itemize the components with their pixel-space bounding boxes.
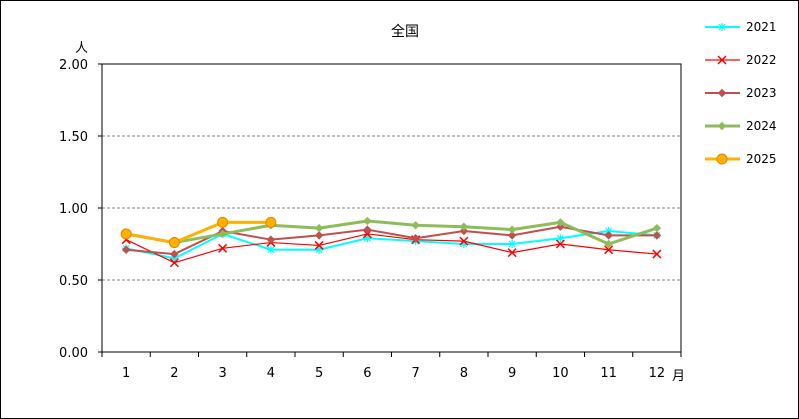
x-tick-label: 4: [267, 366, 275, 381]
data-point-2023: [121, 245, 131, 254]
y-tick-label: 0.00: [59, 346, 88, 361]
data-point-2025: [217, 216, 229, 228]
data-point-2022: [555, 239, 565, 249]
data-point-2023: [266, 235, 276, 244]
y-tick-label: 1.00: [59, 202, 88, 217]
data-point-2024: [604, 239, 613, 249]
legend-item-2025: 2025: [705, 152, 777, 166]
x-tick-label: 6: [363, 366, 371, 381]
x-tick-label: 9: [508, 366, 516, 381]
series-group: [120, 216, 662, 268]
data-point-2023: [363, 225, 372, 234]
x-tick-label: 7: [411, 366, 419, 381]
series-line-2024: [125, 219, 658, 246]
data-point-2024: [218, 229, 227, 239]
gridlines: [102, 135, 681, 281]
legend-label: 2022: [746, 53, 777, 67]
legend-marker: [716, 153, 728, 165]
data-point-2023: [411, 234, 420, 243]
legend-label: 2024: [746, 119, 777, 133]
data-point-2024: [652, 223, 662, 233]
x-tick-label: 1: [122, 366, 130, 381]
x-tick-label: 12: [649, 366, 666, 381]
x-tick-label: 3: [218, 366, 226, 381]
legend-marker: [717, 121, 727, 131]
legend-label: 2025: [746, 152, 777, 166]
y-tick-label: 2.00: [59, 58, 88, 73]
data-point-2022: [169, 258, 179, 268]
x-tick-label: 5: [315, 366, 323, 381]
legend-label: 2023: [746, 86, 777, 100]
legend: 2021 2022 2023 2024 2025: [705, 20, 777, 166]
data-point-2021: [315, 245, 324, 254]
series-line-2025: [125, 220, 271, 245]
data-point-2025: [265, 216, 277, 228]
data-point-2021: [266, 245, 275, 254]
data-point-2022: [507, 248, 517, 258]
data-point-2023: [604, 231, 613, 240]
series-2025: [120, 216, 277, 249]
y-axis-ticks: 0.00 0.50 1.00 1.50 2.00: [59, 58, 102, 361]
data-point-2025: [168, 237, 180, 249]
legend-marker: [718, 23, 726, 31]
x-tick-label: 10: [552, 366, 569, 381]
x-tick-label: 11: [600, 366, 617, 381]
data-point-2024: [363, 216, 372, 226]
data-point-2023: [556, 222, 565, 231]
data-point-2022: [362, 229, 372, 239]
y-axis-unit-label: 人: [75, 41, 88, 56]
data-point-2021: [508, 240, 517, 248]
data-point-2022: [218, 243, 228, 253]
data-point-2023: [170, 249, 179, 259]
data-point-2024: [411, 221, 420, 230]
data-point-2022: [652, 249, 662, 259]
data-point-2024: [314, 223, 324, 233]
data-point-2024: [556, 218, 565, 227]
y-tick-label: 0.50: [59, 274, 88, 289]
legend-item-2022: 2022: [705, 53, 777, 67]
series-2023: [121, 222, 662, 259]
x-tick-label: 8: [460, 366, 468, 381]
data-point-2021: [556, 234, 565, 243]
legend-item-2021: 2021: [705, 20, 777, 34]
data-point-2023: [314, 231, 324, 240]
legend-label: 2021: [746, 20, 777, 34]
x-axis-unit-label: 月: [672, 369, 685, 384]
data-point-2023: [459, 226, 469, 236]
legend-marker: [717, 55, 727, 65]
chart-title: 全国: [391, 23, 419, 40]
x-tick-label: 2: [170, 366, 178, 381]
data-point-2023: [652, 231, 662, 240]
data-point-2024: [459, 222, 469, 231]
data-point-2022: [604, 245, 614, 255]
x-axis-ticks: 1 2 3 4 5 6 7 8 9 10 11 12: [101, 352, 682, 381]
data-point-2024: [507, 225, 517, 234]
legend-marker: [717, 88, 727, 98]
legend-item-2023: 2023: [705, 86, 777, 100]
legend-item-2024: 2024: [705, 119, 777, 133]
series-line-2021: [125, 230, 657, 260]
y-tick-label: 1.50: [59, 130, 88, 145]
data-point-2023: [507, 231, 517, 240]
data-point-2022: [314, 240, 324, 250]
data-point-2025: [120, 228, 132, 240]
series-line-2022: [125, 233, 657, 264]
data-point-2021: [363, 234, 372, 243]
data-point-2022: [459, 236, 469, 246]
